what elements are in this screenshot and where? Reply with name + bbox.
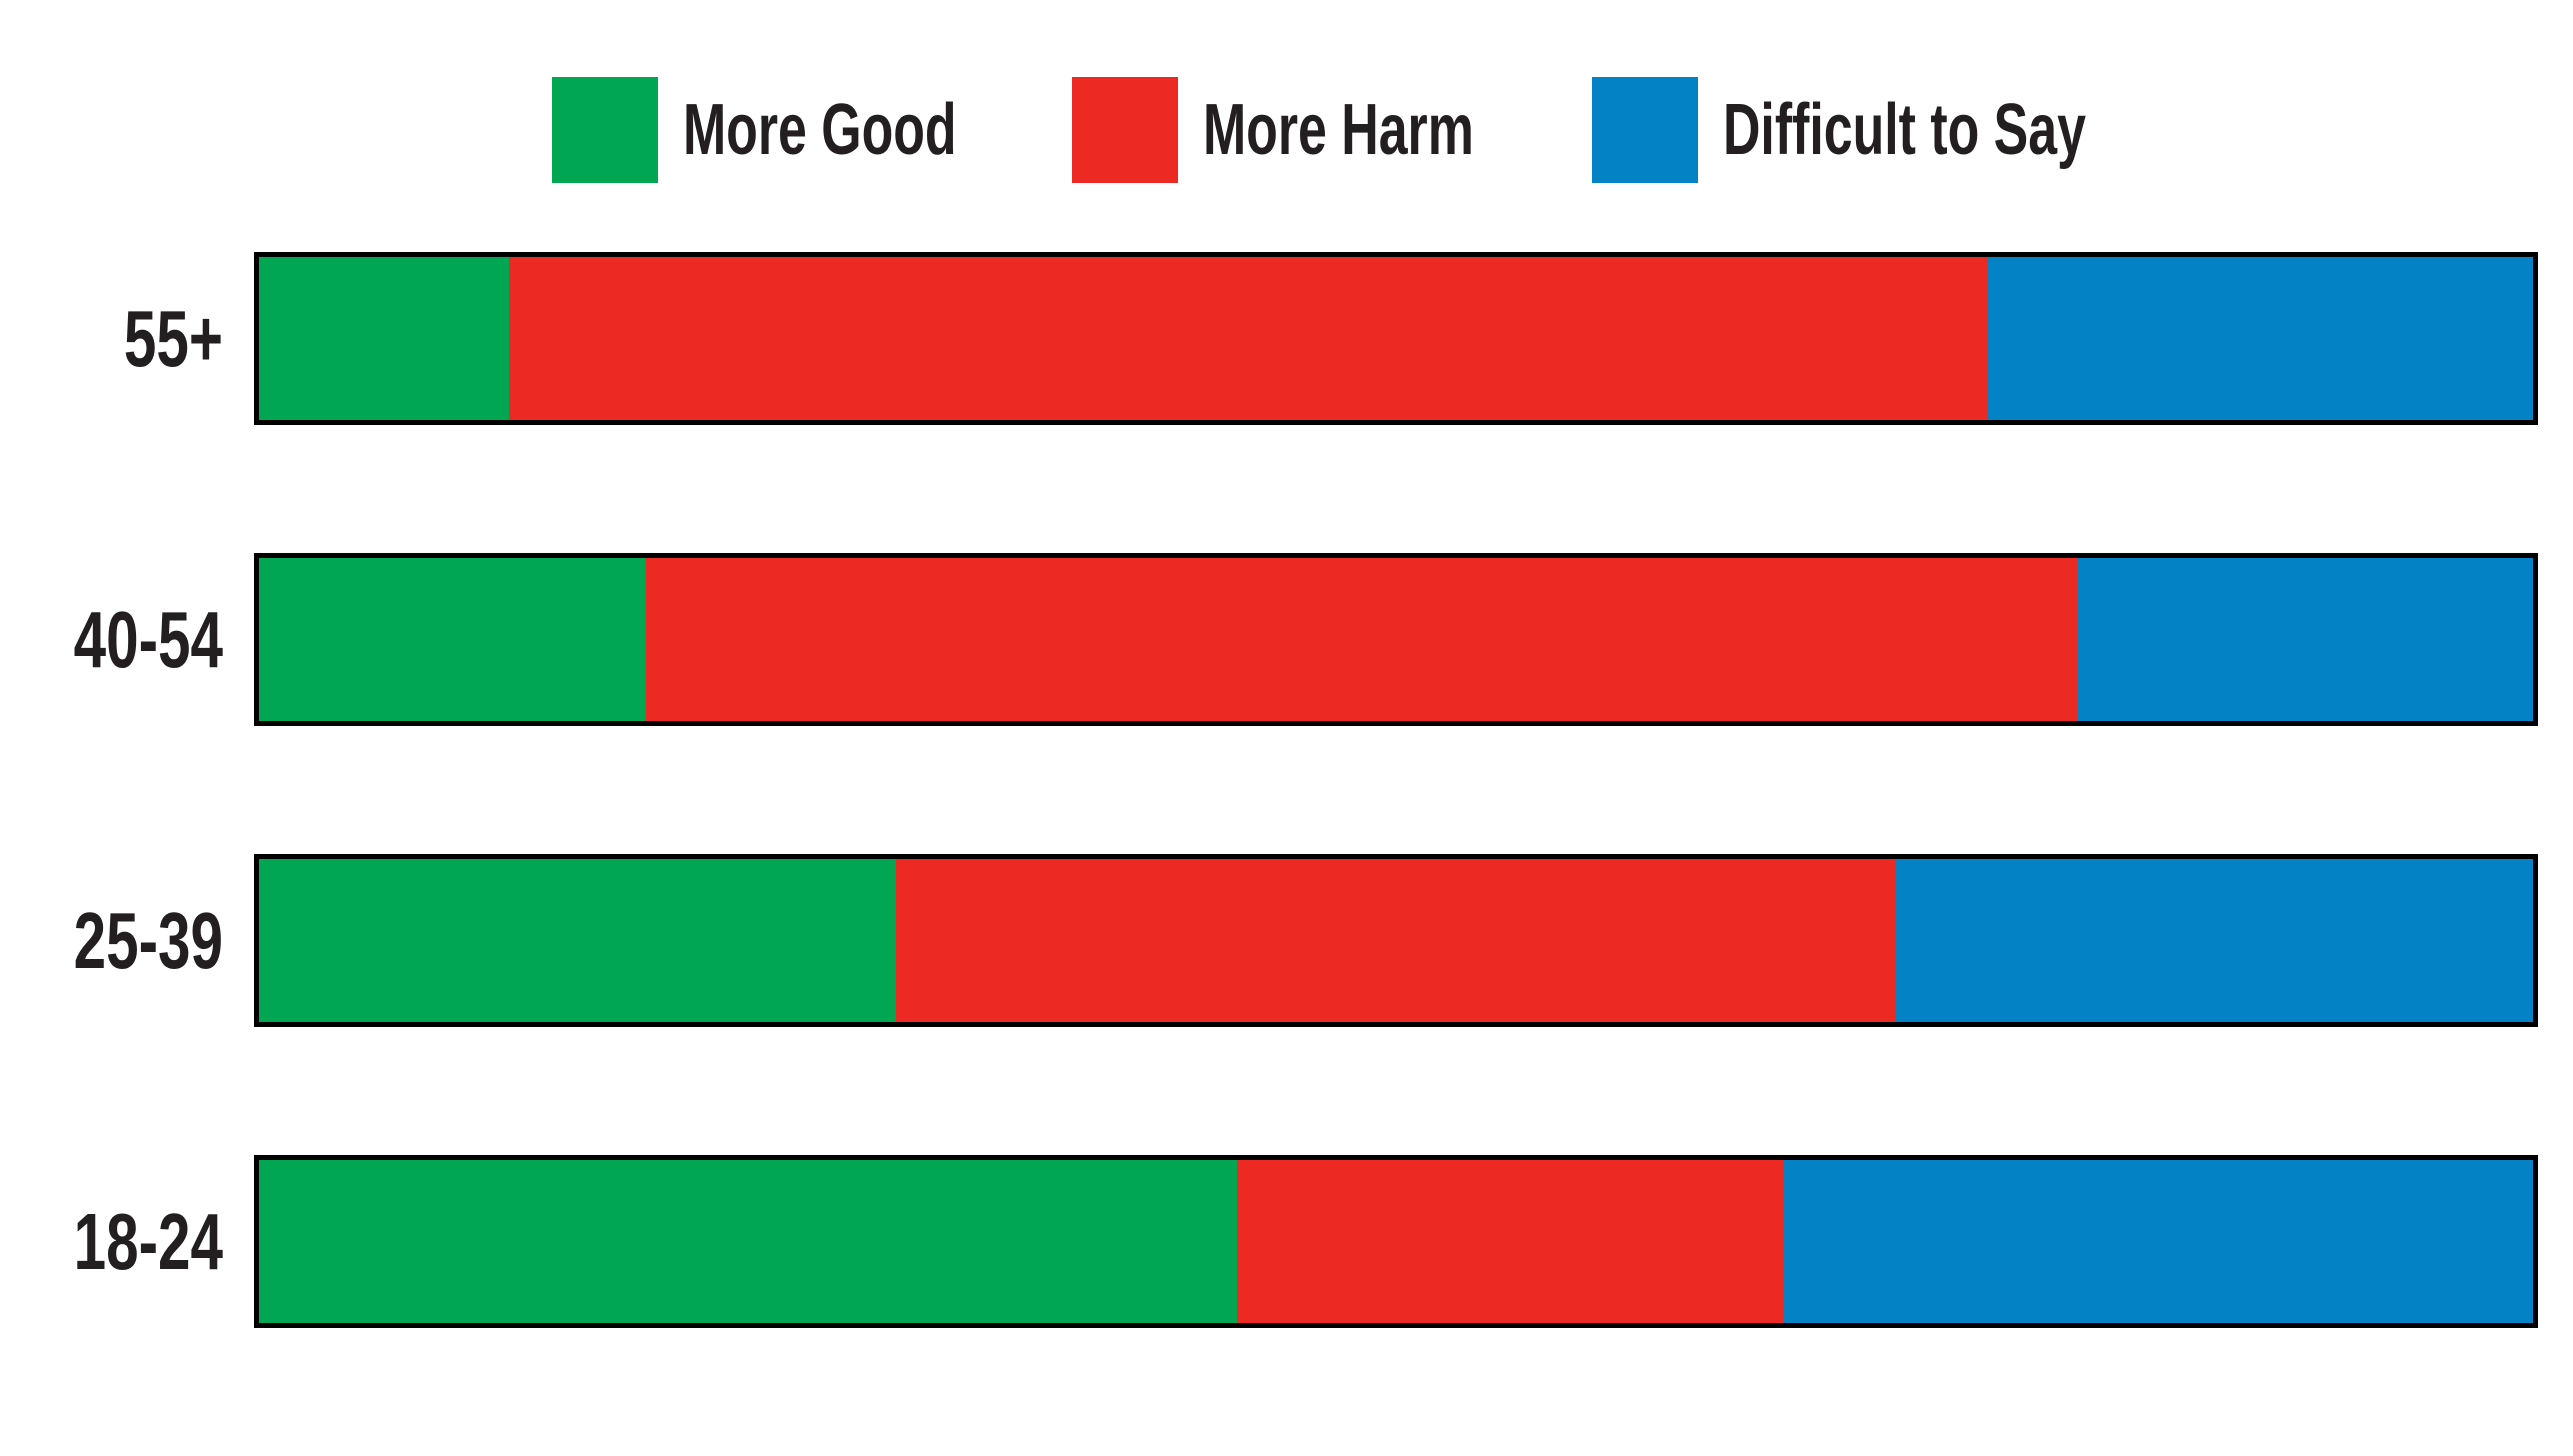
bar-segment-difficult-to-say: [2078, 558, 2533, 721]
stacked-bar: [254, 854, 2538, 1027]
legend-swatch-blue: [1592, 77, 1698, 183]
chart-legend: More Good More Harm Difficult to Say: [0, 77, 2573, 183]
legend-item-difficult-to-say: Difficult to Say: [1592, 77, 2227, 183]
legend-item-more-good: More Good: [552, 77, 1063, 183]
bar-segment-more-harm: [895, 859, 1897, 1022]
bar-segment-more-good: [259, 1160, 1237, 1323]
category-label: 55+: [123, 293, 223, 383]
bar-segment-difficult-to-say: [1987, 257, 2533, 420]
stacked-bar: [254, 1155, 2538, 1328]
chart-row-40-54: 40-54: [0, 553, 2573, 726]
bar-segment-difficult-to-say: [1896, 859, 2533, 1022]
chart-row-18-24: 18-24: [0, 1155, 2573, 1328]
stacked-bar: [254, 553, 2538, 726]
legend-swatch-green: [552, 77, 658, 183]
bar-segment-more-good: [259, 558, 646, 721]
category-label: 18-24: [73, 1196, 223, 1286]
chart-rows: 55+ 40-54 25-39 18-24: [0, 252, 2573, 1456]
bar-segment-difficult-to-say: [1782, 1160, 2533, 1323]
legend-label: More Good: [683, 90, 957, 170]
legend-label: More Harm: [1203, 90, 1474, 170]
bar-segment-more-harm: [645, 558, 2079, 721]
legend-item-more-harm: More Harm: [1072, 77, 1579, 183]
bar-segment-more-harm: [509, 257, 1988, 420]
stacked-bar: [254, 252, 2538, 425]
bar-segment-more-harm: [1236, 1160, 1783, 1323]
chart-row-55-: 55+: [0, 252, 2573, 425]
category-label: 25-39: [73, 895, 223, 985]
legend-label: Difficult to Say: [1723, 90, 2086, 170]
legend-swatch-red: [1072, 77, 1178, 183]
bar-segment-more-good: [259, 257, 510, 420]
category-label: 40-54: [73, 594, 223, 684]
chart-row-25-39: 25-39: [0, 854, 2573, 1027]
bar-segment-more-good: [259, 859, 896, 1022]
